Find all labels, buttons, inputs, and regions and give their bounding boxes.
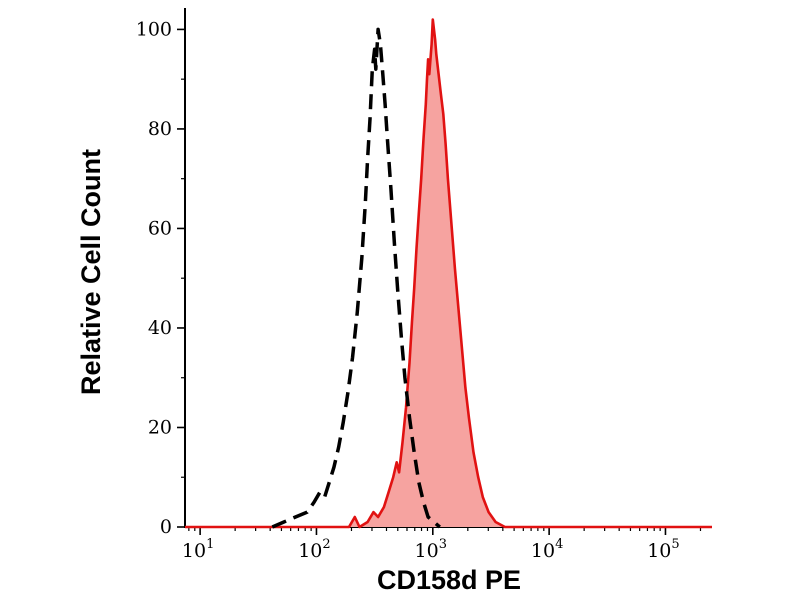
y-tick-label: 100 <box>136 18 172 40</box>
x-tick-label: 102 <box>298 537 330 562</box>
x-tick-label: 103 <box>415 537 447 562</box>
x-axis-label: CD158d PE <box>377 565 521 595</box>
black-dashed-histogram-line <box>271 27 441 529</box>
y-tick-label: 40 <box>148 317 172 339</box>
y-tick-label: 0 <box>160 516 172 538</box>
red-filled-histogram-line <box>185 18 712 529</box>
x-tick-label: 104 <box>531 537 563 562</box>
y-tick-label: 60 <box>148 217 172 239</box>
y-tick-label: 80 <box>148 118 172 140</box>
x-tick-label: 101 <box>182 537 214 562</box>
x-tick-label: 105 <box>647 537 679 562</box>
y-axis-label: Relative Cell Count <box>76 149 106 395</box>
y-tick-label: 20 <box>148 416 172 438</box>
red-filled-histogram-fill <box>185 19 712 527</box>
